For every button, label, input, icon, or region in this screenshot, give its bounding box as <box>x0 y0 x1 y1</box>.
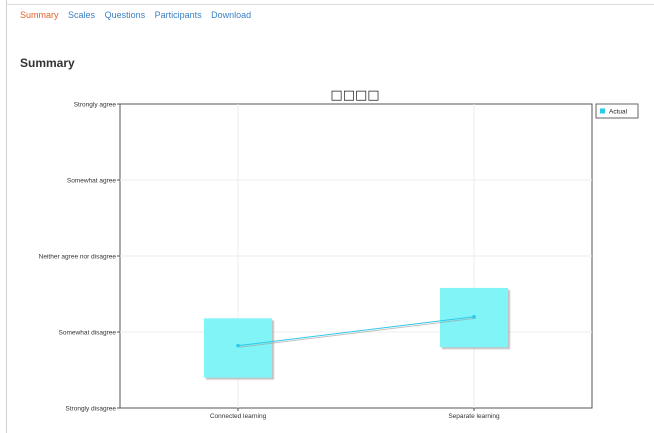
tab-download[interactable]: Download <box>211 10 252 20</box>
x-tick-label: Connected learning <box>210 413 267 420</box>
tab-summary[interactable]: Summary <box>20 10 59 20</box>
y-tick-label: Somewhat disagree <box>59 330 117 337</box>
y-tick-label: Strongly disagree <box>65 406 116 413</box>
data-point <box>236 343 240 348</box>
x-axis: Connected learning Separate learning <box>210 408 500 420</box>
range-box <box>204 318 272 378</box>
legend: Actual <box>595 103 639 119</box>
page-title: Summary <box>20 56 75 70</box>
legend-box <box>595 103 639 119</box>
legend-label: Actual <box>609 109 628 116</box>
tab-scales[interactable]: Scales <box>68 10 96 20</box>
y-tick-label: Strongly agree <box>74 102 117 109</box>
data-point <box>472 315 476 319</box>
y-tick-label: Neither agree nor disagree <box>39 254 117 261</box>
y-axis: Strongly disagree Somewhat disagree Neithe… <box>39 102 120 413</box>
y-tick-label: Somewhat agree <box>67 178 117 185</box>
x-tick-label: Separate learning <box>448 413 500 420</box>
tab-participants[interactable]: Participants <box>154 10 202 20</box>
legend-swatch <box>600 108 605 114</box>
tab-bar: Summary Scales Questions Participants Do… <box>20 10 258 20</box>
chart-title: □□□□ <box>330 88 379 103</box>
series-actual <box>204 287 508 378</box>
series-line <box>237 316 475 347</box>
gridlines <box>120 104 592 408</box>
tab-questions[interactable]: Questions <box>104 10 146 20</box>
frame-left-border <box>6 0 7 433</box>
series-line-shadow <box>239 317 476 348</box>
frame-top-border <box>6 4 654 5</box>
